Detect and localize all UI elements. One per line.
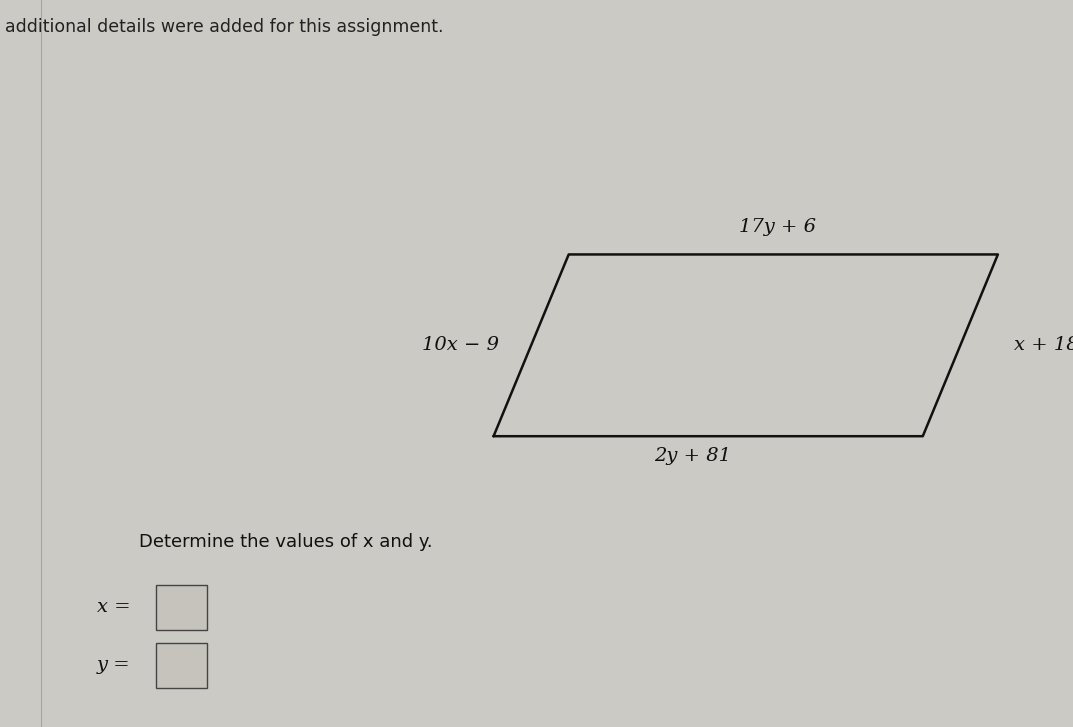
Text: x =: x = [97,598,130,616]
Text: Determine the values of x and y.: Determine the values of x and y. [139,533,433,550]
Text: additional details were added for this assignment.: additional details were added for this a… [5,18,444,36]
FancyBboxPatch shape [156,585,207,630]
Text: 17y + 6: 17y + 6 [739,218,817,236]
Text: y =: y = [97,656,130,674]
Text: x + 18: x + 18 [1014,337,1073,354]
Text: 10x − 9: 10x − 9 [422,337,499,354]
FancyBboxPatch shape [156,643,207,688]
Text: 2y + 81: 2y + 81 [653,447,731,465]
